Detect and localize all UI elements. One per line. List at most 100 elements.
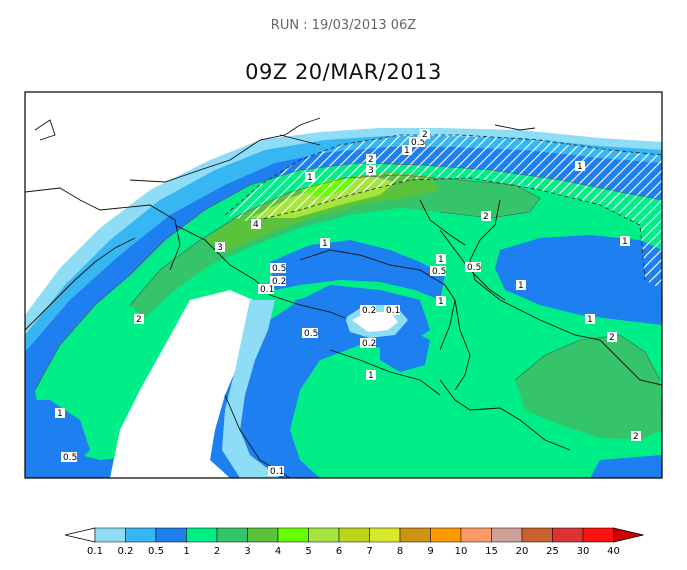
contour-label: 1 bbox=[305, 172, 315, 183]
band-2-east bbox=[515, 335, 662, 440]
contour-label: 1 bbox=[436, 296, 446, 307]
legend-label: 1 bbox=[183, 546, 189, 557]
contour-label: 1 bbox=[366, 370, 376, 381]
contour-label: 1 bbox=[436, 254, 446, 265]
contour-label: 1 bbox=[55, 408, 65, 419]
legend-label: 8 bbox=[397, 546, 403, 557]
legend-label: 3 bbox=[244, 546, 250, 557]
contour-label: 2 bbox=[631, 431, 641, 442]
legend-label: 15 bbox=[485, 546, 498, 557]
svg-text:0.5: 0.5 bbox=[304, 329, 318, 339]
contour-label: 1 bbox=[320, 238, 330, 249]
band-white-spain bbox=[110, 290, 265, 478]
svg-text:1: 1 bbox=[368, 371, 374, 381]
contour-label: 1 bbox=[620, 236, 630, 247]
legend-cell bbox=[308, 527, 340, 543]
band-blue-lower bbox=[380, 330, 430, 372]
band-blue-east bbox=[495, 235, 662, 325]
contour-label: 1 bbox=[516, 280, 526, 291]
svg-text:0.5: 0.5 bbox=[467, 263, 481, 273]
legend-cell bbox=[460, 527, 492, 543]
svg-text:0.1: 0.1 bbox=[270, 467, 284, 477]
svg-text:2: 2 bbox=[633, 432, 639, 442]
contour-label: 2 bbox=[366, 154, 376, 165]
contour-label: 1 bbox=[585, 314, 595, 325]
snow-hatch-edge bbox=[224, 134, 662, 216]
legend-cell bbox=[94, 527, 126, 543]
svg-text:2: 2 bbox=[422, 130, 428, 140]
svg-text:0.5: 0.5 bbox=[272, 264, 286, 274]
contour-label: 0.5 bbox=[302, 328, 318, 339]
svg-text:1: 1 bbox=[307, 173, 313, 183]
band-white-patch bbox=[352, 312, 398, 332]
svg-text:0.2: 0.2 bbox=[362, 339, 376, 349]
svg-text:0.2: 0.2 bbox=[272, 277, 286, 287]
svg-text:4: 4 bbox=[253, 220, 259, 230]
legend-cell bbox=[247, 527, 279, 543]
legend-cell bbox=[186, 527, 218, 543]
svg-text:0.5: 0.5 bbox=[63, 453, 77, 463]
svg-text:0.5: 0.5 bbox=[432, 267, 446, 277]
legend-cell bbox=[338, 527, 370, 543]
contour-label: 0.1 bbox=[384, 305, 400, 316]
map-frame bbox=[24, 91, 663, 479]
legend-label: 5 bbox=[305, 546, 311, 557]
legend-label: 40 bbox=[607, 546, 620, 557]
snow-hatch bbox=[225, 135, 662, 290]
contour-label: 2 bbox=[607, 332, 617, 343]
legend-cell bbox=[521, 527, 553, 543]
contour-lines bbox=[34, 162, 662, 391]
legend-cell bbox=[399, 527, 431, 543]
legend-label: 7 bbox=[366, 546, 372, 557]
contour-label: 3 bbox=[366, 165, 376, 176]
coastlines bbox=[25, 117, 662, 478]
svg-text:2: 2 bbox=[609, 333, 615, 343]
contour-label: 2 bbox=[481, 211, 491, 222]
svg-text:1: 1 bbox=[518, 281, 524, 291]
svg-text:1: 1 bbox=[57, 409, 63, 419]
svg-text:2: 2 bbox=[136, 315, 142, 325]
svg-text:2: 2 bbox=[368, 155, 374, 165]
legend-cell bbox=[491, 527, 523, 543]
contour-label: 3 bbox=[215, 242, 225, 253]
snow-hatch-lower bbox=[249, 177, 646, 281]
legend-label: 20 bbox=[516, 546, 529, 557]
svg-text:1: 1 bbox=[438, 255, 444, 265]
contour-label: 2 bbox=[420, 129, 430, 140]
svg-text:3: 3 bbox=[217, 243, 223, 253]
legend-cell bbox=[552, 527, 584, 543]
contour-label: 0.5 bbox=[430, 266, 446, 277]
contour-label: 0.2 bbox=[270, 276, 286, 287]
svg-text:0.2: 0.2 bbox=[362, 306, 376, 316]
run-label: RUN : 19/03/2013 06Z bbox=[270, 18, 417, 33]
svg-text:0.1: 0.1 bbox=[260, 285, 274, 295]
legend-label: 0.5 bbox=[148, 546, 164, 557]
legend-label: 0.2 bbox=[118, 546, 134, 557]
legend-cell bbox=[155, 527, 187, 543]
legend-label: 4 bbox=[275, 546, 281, 557]
legend-label: 6 bbox=[336, 546, 342, 557]
band-blue-bottom-right bbox=[590, 455, 662, 478]
legend-label: 25 bbox=[546, 546, 559, 557]
contour-label: 4 bbox=[251, 219, 261, 230]
svg-text:1: 1 bbox=[622, 237, 628, 247]
contour-label: 1 bbox=[575, 161, 585, 172]
legend-label: 0.1 bbox=[87, 546, 103, 557]
svg-text:3: 3 bbox=[368, 166, 374, 176]
contour-label: 0.5 bbox=[465, 262, 481, 273]
svg-text:1: 1 bbox=[577, 162, 583, 172]
contour-label: 0.5 bbox=[61, 452, 77, 463]
legend-label: 9 bbox=[427, 546, 433, 557]
map-field bbox=[25, 92, 662, 478]
legend-cell bbox=[277, 527, 309, 543]
legend-cell bbox=[430, 527, 462, 543]
contour-label: 0.2 bbox=[360, 305, 376, 316]
svg-text:2: 2 bbox=[483, 212, 489, 222]
legend-label: 2 bbox=[214, 546, 220, 557]
contour-label: 0.5 bbox=[409, 137, 425, 148]
map-title: 09Z 20/MAR/2013 bbox=[245, 60, 442, 84]
legend-arrow-low bbox=[64, 527, 96, 543]
band-blue-spain-edge bbox=[222, 300, 280, 478]
